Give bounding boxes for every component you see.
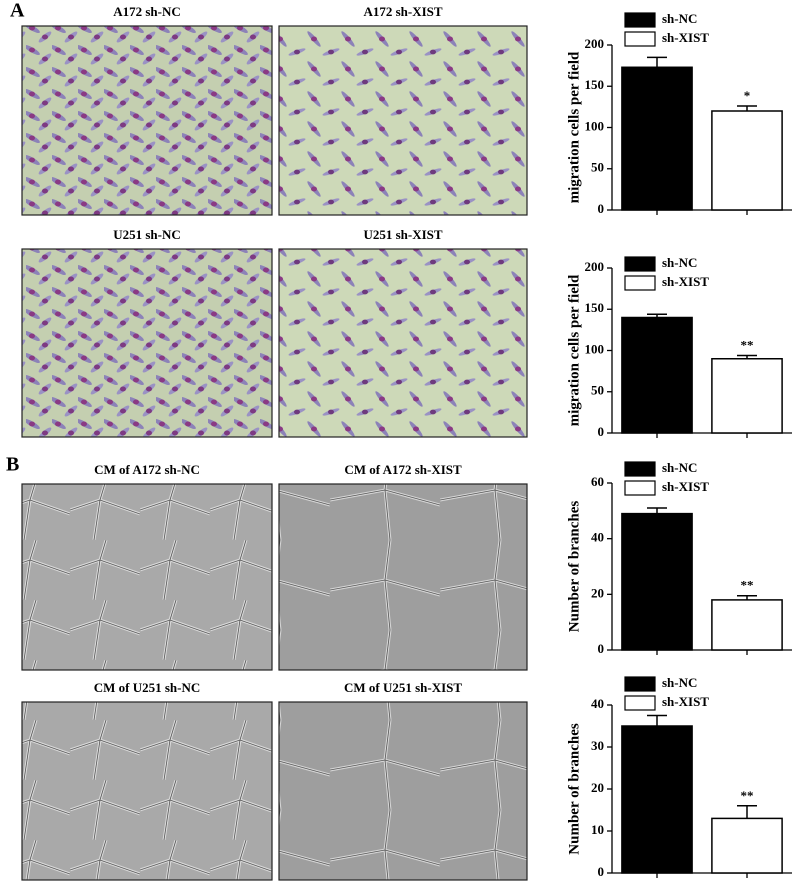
legend-swatch (624, 256, 656, 272)
y-axis-label: migration cells per field (566, 274, 582, 426)
y-tick-label: 150 (585, 300, 605, 315)
bar (621, 316, 693, 434)
micrograph (21, 248, 273, 438)
legend-swatch (624, 275, 656, 291)
y-axis-label: Number of branches (566, 723, 582, 855)
legend-swatch (624, 31, 656, 47)
image-label: A172 sh-XIST (363, 4, 442, 19)
image-label: U251 sh-NC (113, 227, 181, 242)
legend-label: sh-NC (662, 255, 697, 270)
legend-label: sh-NC (662, 675, 697, 690)
legend-label: sh-NC (662, 460, 697, 475)
significance: ** (741, 337, 754, 352)
micrograph (278, 483, 528, 671)
micrograph (21, 25, 273, 216)
panel-label: A (10, 0, 25, 22)
y-tick-label: 0 (598, 201, 605, 216)
panel-label: B (6, 454, 19, 476)
y-tick-label: 0 (598, 864, 605, 879)
y-tick-label: 30 (591, 738, 604, 753)
y-tick-label: 50 (591, 383, 604, 398)
image-label: CM of A172 sh-XIST (344, 462, 462, 477)
y-tick-label: 150 (585, 77, 605, 92)
y-tick-label: 200 (585, 36, 605, 51)
image-label: CM of U251 sh-XIST (344, 680, 462, 695)
image-label: A172 sh-NC (113, 4, 181, 19)
micrograph (21, 701, 273, 881)
y-tick-label: 10 (591, 822, 604, 837)
y-tick-label: 20 (591, 780, 604, 795)
y-tick-label: 0 (598, 641, 605, 656)
bar (621, 512, 693, 651)
bar (711, 599, 783, 651)
legend-label: sh-NC (662, 11, 697, 26)
significance: ** (741, 578, 754, 593)
y-tick-label: 40 (591, 696, 604, 711)
y-tick-label: 20 (591, 585, 604, 600)
legend-label: sh-XIST (662, 30, 709, 45)
y-tick-label: 100 (585, 341, 605, 356)
legend-swatch (624, 461, 656, 477)
y-tick-label: 50 (591, 160, 604, 175)
bar (711, 110, 783, 211)
y-tick-label: 200 (585, 259, 605, 274)
y-tick-label: 40 (591, 530, 604, 545)
image-label: U251 sh-XIST (363, 227, 442, 242)
legend-label: sh-XIST (662, 479, 709, 494)
bar (621, 725, 693, 874)
micrograph (278, 25, 528, 216)
legend-swatch (624, 676, 656, 692)
micrograph (21, 483, 273, 671)
legend-swatch (624, 12, 656, 28)
legend-swatch (624, 695, 656, 711)
legend-label: sh-XIST (662, 274, 709, 289)
y-tick-label: 60 (591, 474, 604, 489)
micrograph (278, 701, 528, 881)
y-axis-label: Number of branches (566, 501, 582, 633)
significance: ** (741, 788, 754, 803)
bar (621, 66, 693, 211)
micrograph (278, 248, 528, 438)
image-label: CM of U251 sh-NC (94, 680, 201, 695)
significance: * (744, 88, 751, 103)
y-tick-label: 100 (585, 118, 605, 133)
bar (711, 817, 783, 874)
y-tick-label: 0 (598, 424, 605, 439)
bar (711, 358, 783, 434)
legend-label: sh-XIST (662, 694, 709, 709)
y-axis-label: migration cells per field (566, 51, 582, 203)
image-label: CM of A172 sh-NC (94, 462, 200, 477)
legend-swatch (624, 480, 656, 496)
